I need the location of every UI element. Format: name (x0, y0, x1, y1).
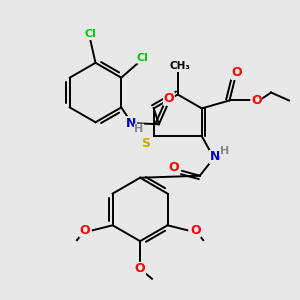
Text: O: O (135, 262, 146, 275)
Text: Cl: Cl (85, 29, 97, 39)
Text: O: O (190, 224, 201, 237)
Text: CH₃: CH₃ (169, 61, 190, 71)
Text: O: O (169, 161, 179, 174)
Text: O: O (231, 66, 242, 79)
Text: O: O (80, 224, 90, 237)
Text: N: N (126, 117, 136, 130)
Text: S: S (141, 136, 150, 150)
Text: O: O (251, 94, 262, 107)
Text: O: O (164, 92, 174, 105)
Text: H: H (134, 124, 144, 134)
Text: H: H (220, 146, 229, 156)
Text: Cl: Cl (136, 53, 148, 63)
Text: N: N (209, 150, 220, 164)
